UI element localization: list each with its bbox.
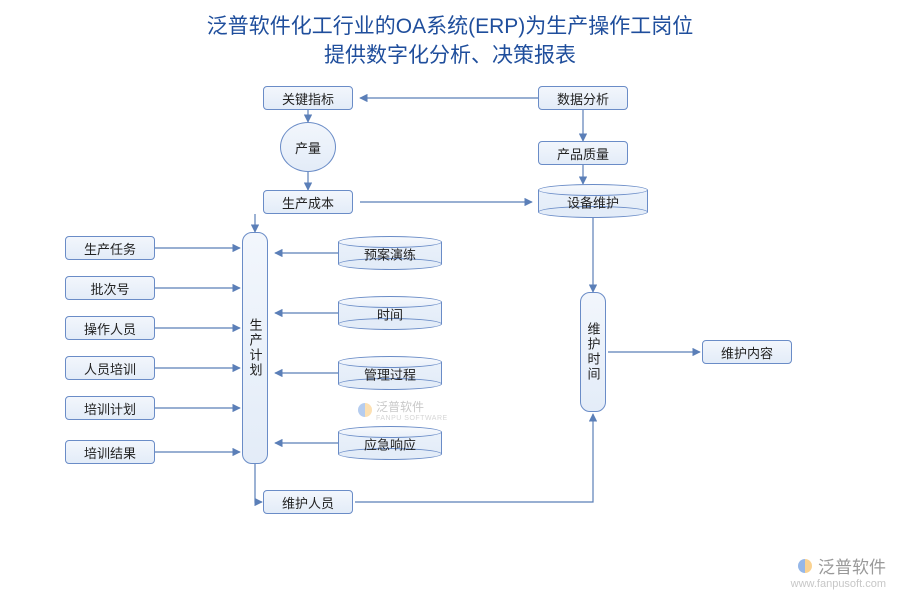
- title-line1: 泛普软件化工行业的OA系统(ERP)为生产操作工岗位: [207, 15, 694, 38]
- node-time: 时间: [338, 296, 442, 330]
- page-title: 泛普软件化工行业的OA系统(ERP)为生产操作工岗位 提供数字化分析、决策报表: [0, 12, 900, 71]
- node-key-index: 关键指标: [263, 86, 353, 110]
- node-maint-time: 维护时间: [580, 292, 606, 412]
- edge-layer: [0, 0, 900, 600]
- node-train-res: 培训结果: [65, 440, 155, 464]
- logo-icon: [358, 403, 372, 417]
- node-train-plan: 培训计划: [65, 396, 155, 420]
- node-maint-cont: 维护内容: [702, 340, 792, 364]
- node-quality: 产品质量: [538, 141, 628, 165]
- title-line2: 提供数字化分析、决策报表: [324, 44, 576, 67]
- node-training: 人员培训: [65, 356, 155, 380]
- node-batch: 批次号: [65, 276, 155, 300]
- edge: [255, 464, 262, 502]
- logo-icon: [798, 559, 812, 573]
- node-operator: 操作人员: [65, 316, 155, 340]
- node-data-ana: 数据分析: [538, 86, 628, 110]
- node-drill: 预案演练: [338, 236, 442, 270]
- node-cost: 生产成本: [263, 190, 353, 214]
- watermark-center: 泛普软件 FANPU SOFTWARE: [358, 398, 448, 422]
- node-task: 生产任务: [65, 236, 155, 260]
- node-plan: 生产计划: [242, 232, 268, 464]
- node-yield: 产量: [280, 122, 336, 172]
- watermark-bottom-right: 泛普软件 www.fanpusoft.com: [791, 553, 886, 590]
- node-emergency: 应急响应: [338, 426, 442, 460]
- node-equip: 设备维护: [538, 184, 648, 218]
- node-process: 管理过程: [338, 356, 442, 390]
- node-maint-staff: 维护人员: [263, 490, 353, 514]
